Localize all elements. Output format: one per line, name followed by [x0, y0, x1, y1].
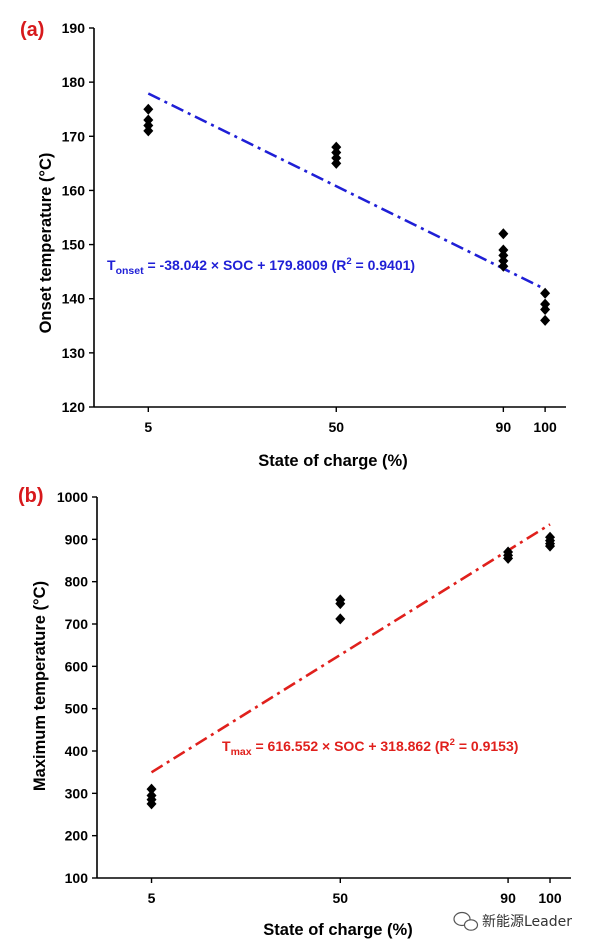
panel-a-fit-equation: Tonset = -38.042 × SOC + 179.8009 (R2 = …: [107, 256, 415, 277]
panel-b-data-point: [335, 613, 346, 625]
panel-b-plot-area: 100 200 300 400 500 600 700 800 900 1000 5 50 90 100: [57, 489, 571, 906]
panel-a-data-point: [331, 157, 342, 169]
panel-b-fit-equation: Tmax = 616.552 × SOC + 318.862 (R2 = 0.9…: [222, 737, 518, 758]
panel-b-y-tick-label: 800: [65, 574, 89, 590]
panel-a-plot-area: 120 130 140 150 160 170 180 190 5 50 90 100: [62, 20, 566, 435]
panel-b-y-tick-label: 700: [65, 616, 89, 632]
panel-a-data-point: [540, 304, 551, 316]
panel-a-y-tick-label: 180: [62, 74, 86, 90]
panel-a-y-tick-label: 160: [62, 182, 86, 198]
panel-b-data-point: [503, 552, 514, 564]
panel-a-y-tick-label: 190: [62, 20, 86, 36]
panel-a-x-tick-label: 5: [144, 419, 152, 435]
panel-b-eq-body: = 616.552 × SOC + 318.862 (R: [252, 738, 450, 754]
panel-b-data-point: [545, 540, 556, 552]
panel-a-eq-sub: onset: [116, 265, 145, 277]
panel-b-eq-prefix: T: [222, 738, 231, 754]
panel-a-y-axis-title: Onset temperature (°C): [37, 153, 55, 334]
panel-b-y-tick-label: 100: [65, 870, 89, 886]
panel-a-eq-sup: 2: [346, 256, 351, 267]
panel-b-eq-sup: 2: [450, 737, 455, 748]
panel-a-label: (a): [20, 19, 44, 41]
panel-b-x-tick-label: 50: [333, 890, 349, 906]
panel-a-data-point: [540, 314, 551, 326]
panel-b-y-tick-label: 200: [65, 828, 89, 844]
panel-b-y-tick-label: 300: [65, 785, 89, 801]
panel-a-eq-prefix: T: [107, 257, 116, 273]
panel-a-onset-temperature: (a) 120 130 140 150 160 170 180 190 5 50 90 100 Sta…: [20, 19, 566, 470]
panel-a-y-tick-label: 170: [62, 128, 86, 144]
panel-b-data-point: [146, 783, 157, 795]
panel-b-y-tick-label: 600: [65, 658, 89, 674]
panel-a-y-tick-label: 130: [62, 345, 86, 361]
panel-b-eq-suffix: = 0.9153): [455, 738, 518, 754]
panel-b-y-axis-title: Maximum temperature (°C): [31, 581, 49, 791]
panel-b-x-axis-title: State of charge (%): [263, 921, 412, 939]
panel-b-y-tick-label: 1000: [57, 489, 88, 505]
panel-a-data-point: [498, 260, 509, 272]
panel-b-x-tick-label: 100: [538, 890, 562, 906]
panel-b-y-tick-label: 900: [65, 531, 89, 547]
panel-a-data-point: [143, 125, 154, 137]
panel-a-eq-suffix: = 0.9401): [352, 257, 415, 273]
panel-a-y-tick-label: 150: [62, 237, 86, 253]
panel-b-data-point: [146, 798, 157, 810]
panel-a-y-tick-label: 120: [62, 399, 86, 415]
panel-a-x-tick-label: 50: [328, 419, 344, 435]
wechat-icon: [453, 911, 479, 931]
panel-a-data-point: [143, 103, 154, 115]
panel-b-y-tick-label: 400: [65, 743, 89, 759]
panel-a-x-tick-label: 90: [496, 419, 512, 435]
panel-b-data-point: [335, 598, 346, 610]
watermark: 新能源Leader: [453, 911, 572, 931]
panel-a-data-point: [540, 287, 551, 299]
panel-b-x-tick-label: 90: [500, 890, 516, 906]
panel-b-x-tick-label: 5: [148, 890, 156, 906]
panel-a-x-axis-title: State of charge (%): [258, 452, 407, 470]
panel-a-x-tick-label: 100: [533, 419, 557, 435]
panel-a-data-point: [498, 228, 509, 240]
panel-b-maximum-temperature: (b) 100 200 300 400 500 600 700 800 900 1000 5 50 90…: [18, 485, 571, 939]
panel-a-eq-body: = -38.042 × SOC + 179.8009 (R: [144, 257, 347, 273]
panel-a-y-tick-label: 140: [62, 291, 86, 307]
watermark-text: 新能源Leader: [482, 914, 572, 930]
panel-b-y-tick-label: 500: [65, 701, 89, 717]
panel-a-fit-line: [147, 92, 546, 291]
panel-b-label: (b): [18, 485, 44, 507]
panel-b-eq-sub: max: [231, 746, 252, 758]
panel-b-fit-line: [150, 523, 551, 774]
